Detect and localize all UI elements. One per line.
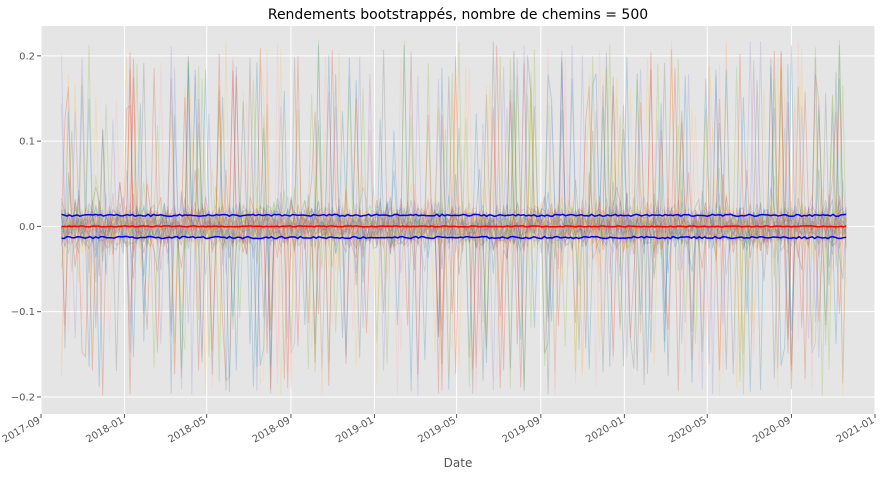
series-line-lower_band <box>61 235 847 240</box>
x-tick-label: 2019-01 <box>334 415 376 445</box>
bootstrap-path <box>61 56 847 394</box>
plot-background <box>41 26 875 414</box>
bootstrap-path <box>61 40 847 370</box>
series-line-mean <box>61 225 847 228</box>
x-tick-label: 2020-01 <box>584 415 626 445</box>
bootstrap-path <box>61 42 847 390</box>
x-tick-label: 2017-09 <box>1 415 43 445</box>
bootstrap-path <box>61 49 847 394</box>
bootstrap-path <box>61 45 847 392</box>
bootstrap-path <box>61 45 847 392</box>
chart-title: Rendements bootstrappés, nombre de chemi… <box>268 7 648 23</box>
bootstrap-path <box>61 55 847 377</box>
y-tick-label: −0.2 <box>11 392 35 403</box>
y-ticks: −0.2 −0.1 0.0 0.1 0.2 <box>11 51 41 403</box>
bootstrap-path <box>61 40 847 389</box>
x-tick-label: 2020-09 <box>751 415 793 445</box>
bootstrap-path <box>61 67 847 372</box>
bootstrap-path <box>61 41 847 396</box>
bootstrap-path <box>61 49 847 391</box>
bootstrap-path <box>61 45 847 393</box>
series-lines <box>61 213 847 240</box>
x-tick-label: 2018-01 <box>84 415 126 445</box>
x-tick-label: 2020-05 <box>667 415 709 445</box>
y-tick-label: 0.2 <box>19 51 35 62</box>
y-tick-label: −0.1 <box>11 307 35 318</box>
bootstrap-path <box>61 41 847 365</box>
bootstrap-paths <box>61 40 847 396</box>
bootstrap-path <box>61 44 847 390</box>
bootstrap-path <box>61 51 847 390</box>
x-tick-label: 2018-05 <box>167 415 209 445</box>
bootstrap-path <box>61 59 847 396</box>
bootstrap-path <box>61 58 847 389</box>
bootstrap-path <box>61 50 847 395</box>
bootstrap-path <box>61 40 847 389</box>
bootstrap-path <box>61 51 847 394</box>
y-tick-label: 0.0 <box>19 222 35 233</box>
x-tick-label: 2018-09 <box>251 415 293 445</box>
y-tick-label: 0.1 <box>19 137 35 148</box>
bootstrap-path <box>61 57 847 391</box>
x-tick-label: 2019-05 <box>416 415 458 445</box>
series-line-upper_band <box>61 213 847 218</box>
bootstrap-path <box>61 51 847 392</box>
bootstrap-path <box>61 48 847 395</box>
x-ticks: 2017-09 2018-01 2018-05 2018-09 2019-01 2019-… <box>1 414 877 445</box>
x-tick-label: 2021-01 <box>835 415 877 445</box>
bootstrap-path <box>61 62 847 375</box>
bootstrap-path <box>61 41 847 372</box>
bootstrap-path <box>61 55 847 391</box>
bootstrap-path <box>61 52 847 395</box>
x-axis-label: Date <box>444 456 473 470</box>
bootstrap-path <box>61 45 847 395</box>
x-tick-label: 2019-09 <box>501 415 543 445</box>
